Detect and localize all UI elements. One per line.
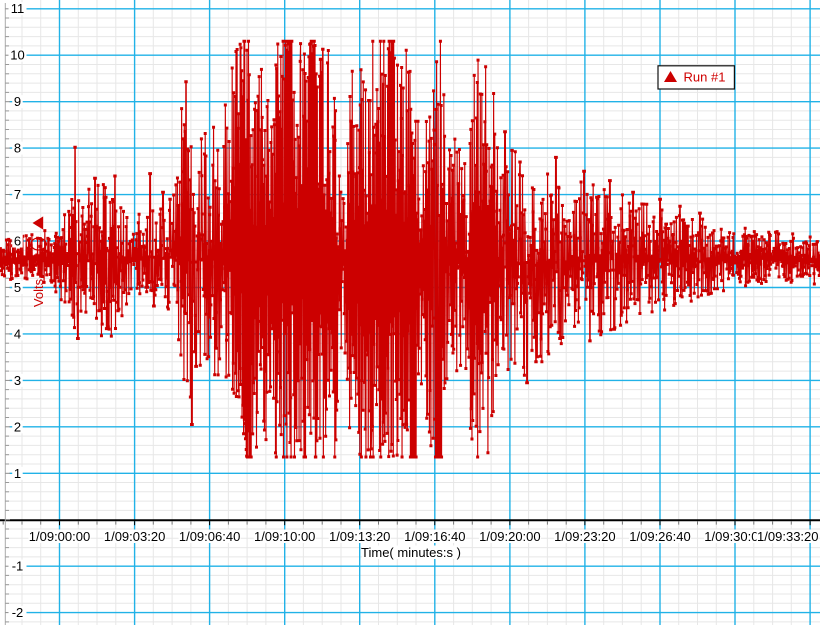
svg-text:Time( minutes:s ): Time( minutes:s ) [361,545,461,560]
svg-text:8: 8 [14,141,21,156]
svg-text:10: 10 [10,48,24,63]
svg-text:7: 7 [14,187,21,202]
svg-text:Run #1: Run #1 [684,70,726,85]
svg-text:6: 6 [14,234,21,249]
svg-text:3: 3 [14,373,21,388]
svg-text:1/09:33:20: 1/09:33:20 [757,529,818,544]
svg-text:1/09:10:00: 1/09:10:00 [254,529,315,544]
svg-text:1/09:23:20: 1/09:23:20 [554,529,615,544]
svg-text:9: 9 [14,94,21,109]
svg-text:1/09:16:40: 1/09:16:40 [404,529,465,544]
svg-text:Volts: Volts [31,278,46,307]
svg-text:1: 1 [14,466,21,481]
svg-text:1/09:26:40: 1/09:26:40 [629,529,690,544]
svg-text:1/09:20:00: 1/09:20:00 [479,529,540,544]
svg-text:4: 4 [14,326,21,341]
svg-text:-1: -1 [12,559,24,574]
svg-text:1/09:06:40: 1/09:06:40 [179,529,240,544]
svg-text:1/09:00:00: 1/09:00:00 [29,529,90,544]
svg-text:2: 2 [14,419,21,434]
svg-text:1/09:03:20: 1/09:03:20 [104,529,165,544]
svg-text:1/09:30:00: 1/09:30:00 [704,529,765,544]
svg-text:11: 11 [11,1,25,16]
svg-text:5: 5 [14,280,21,295]
svg-text:1/09:13:20: 1/09:13:20 [329,529,390,544]
svg-text:-2: -2 [12,605,24,620]
